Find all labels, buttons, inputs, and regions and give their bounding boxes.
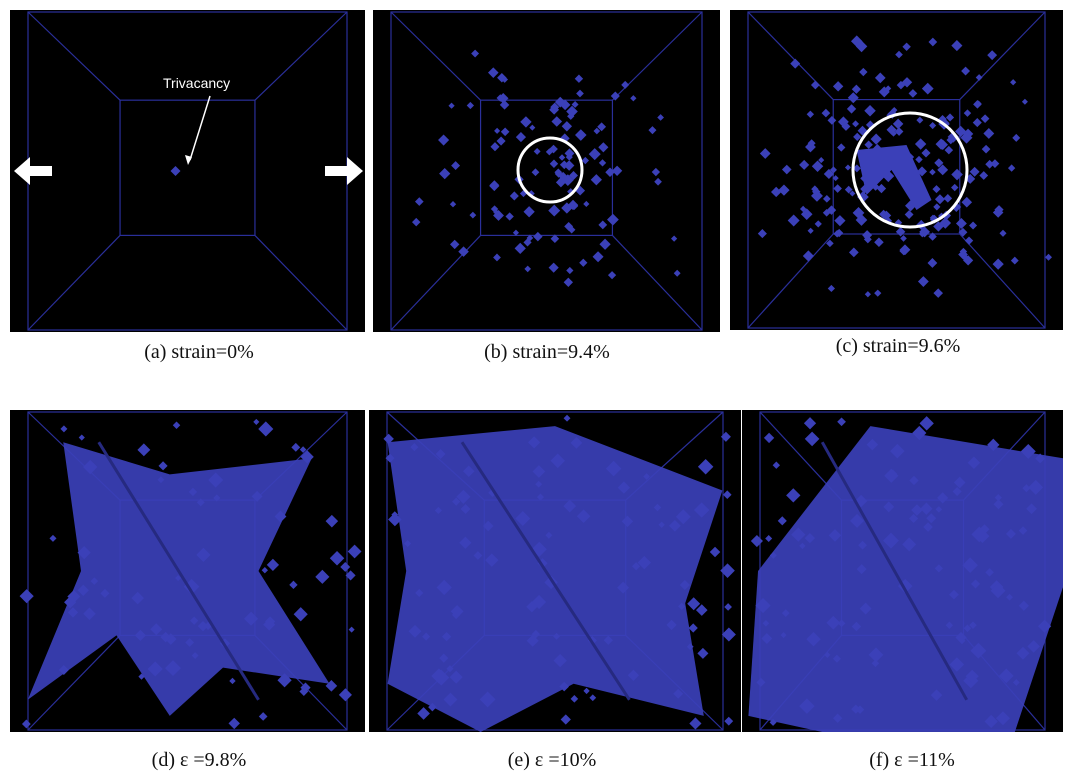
panel-image (373, 10, 720, 332)
caption: (c) strain=9.6% (836, 335, 961, 357)
annotation: Trivacancy (163, 75, 230, 91)
panels (10, 10, 1063, 732)
caption: (b) strain=9.4% (484, 341, 610, 363)
caption: (d) ε =9.8% (152, 749, 247, 771)
panel-image (10, 10, 365, 332)
defect-region (388, 426, 723, 732)
page: (a) strain=0% (b) strain=9.4% (c) strain… (0, 0, 1073, 776)
caption: (e) ε =10% (508, 749, 597, 771)
caption: (a) strain=0% (144, 341, 254, 363)
figure: (a) strain=0% (b) strain=9.4% (c) strain… (0, 0, 1073, 776)
caption: (f) ε =11% (869, 749, 955, 771)
